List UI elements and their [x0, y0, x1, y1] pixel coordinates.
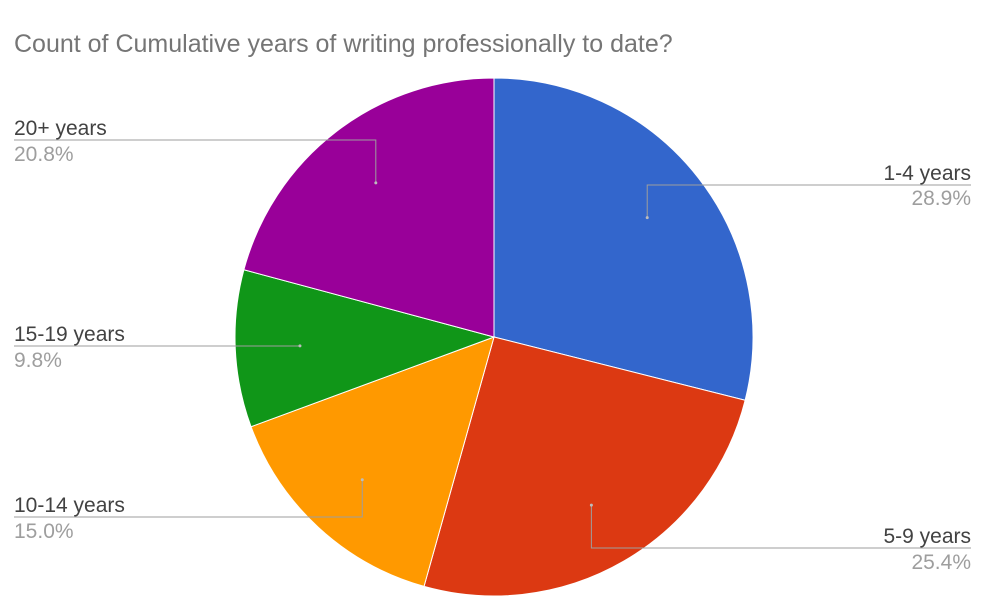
leader-anchor-4: [298, 344, 302, 348]
leader-line-5: [14, 139, 377, 183]
pie-slice-3[interactable]: [250, 336, 495, 587]
slice-percent-4: 9.8%: [14, 349, 62, 372]
slice-label-3: 10-14 years: [14, 494, 125, 517]
slice-label-1: 1-4 years: [883, 162, 971, 185]
slice-label-5: 20+ years: [14, 117, 107, 140]
leader-lines: [14, 139, 971, 549]
chart-title: Count of Cumulative years of writing pro…: [14, 30, 673, 58]
pie-slice-5[interactable]: [243, 77, 495, 338]
pie-slice-4[interactable]: [234, 269, 496, 428]
slice-percent-5: 20.8%: [14, 143, 74, 166]
pie-slices: [234, 77, 754, 597]
leader-anchor-5: [374, 181, 378, 185]
slice-label-4: 15-19 years: [14, 323, 125, 346]
leader-anchor-1: [645, 216, 649, 220]
pie-slice-1[interactable]: [493, 77, 754, 401]
pie-slice-2[interactable]: [423, 336, 746, 597]
slice-label-2: 5-9 years: [883, 525, 971, 548]
leader-anchor-2: [589, 503, 593, 507]
leader-line-1: [646, 184, 971, 218]
leader-line-3: [14, 479, 363, 518]
slice-percent-3: 15.0%: [14, 520, 74, 543]
slice-percent-1: 28.9%: [911, 187, 971, 210]
leader-anchor-3: [360, 478, 364, 482]
slice-percent-2: 25.4%: [911, 551, 971, 574]
leader-line-2: [590, 505, 971, 549]
